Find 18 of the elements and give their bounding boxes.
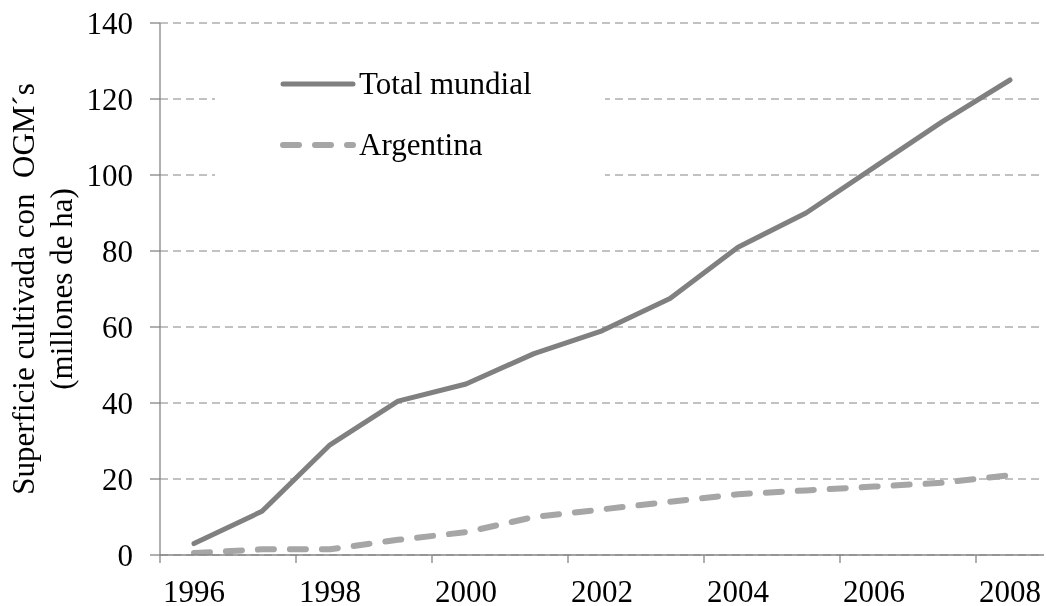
x-tick-label: 2002 [571,574,633,606]
y-tick-label: 140 [86,6,133,42]
y-tick-label: 100 [86,158,133,194]
x-tick-label: 1998 [299,574,361,606]
y-tick-label: 0 [117,538,133,574]
y-tick-label: 60 [102,310,133,346]
y-tick-label: 80 [102,234,133,270]
legend-label: Total mundial [359,65,532,103]
x-tick-label: 2008 [979,574,1041,606]
x-tick-label: 2004 [707,574,770,606]
y-tick-label: 20 [102,462,133,498]
x-tick-label: 2000 [435,574,497,606]
y-tick-label: 40 [102,386,133,422]
y-axis-title: Superficie cultivada con OGM´s (millones de ha) [5,83,79,495]
x-tick-label: 1996 [163,574,225,606]
y-tick-label: 120 [86,82,133,117]
legend-label: Argentina [359,126,483,164]
x-tick-label: 2006 [843,574,905,606]
